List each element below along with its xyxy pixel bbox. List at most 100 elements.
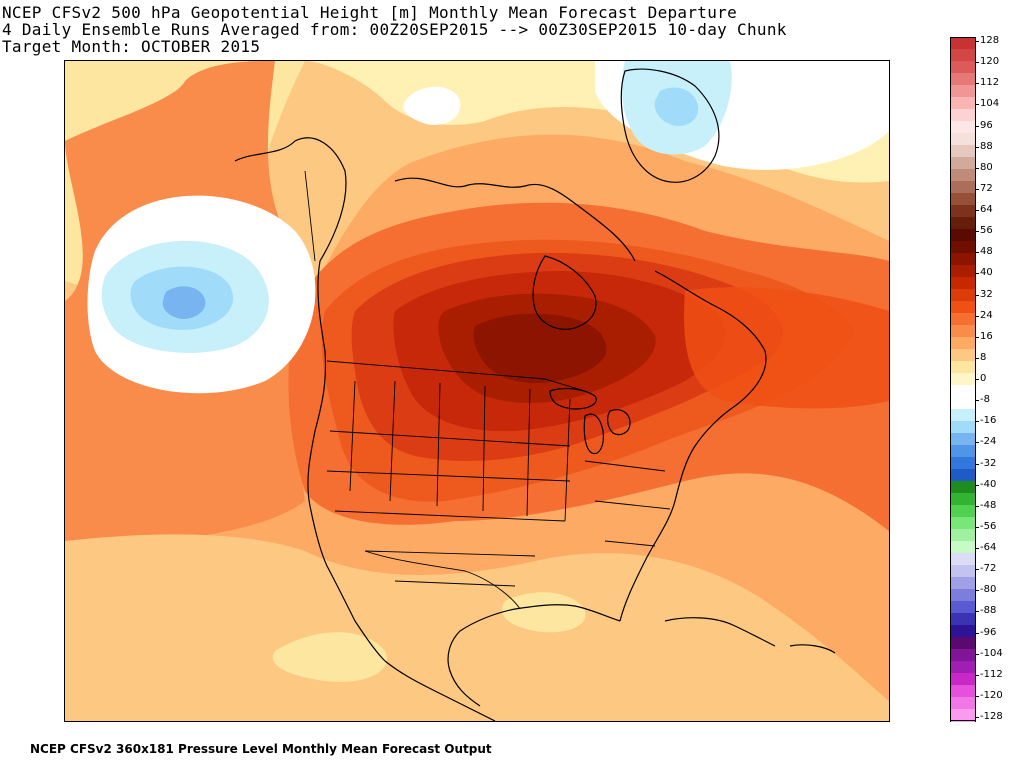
colorbar-tick [976,41,979,42]
colorbar-tick [976,62,979,64]
state-lines-ns [349,380,571,522]
colorbar-tick-label: 80 [980,161,993,173]
colorbar-tick [976,146,979,148]
colorbar-tick [976,632,979,634]
colorbar-tick [976,484,979,486]
colorbar-tick-label: -56 [980,520,997,532]
colorbar-tick-label: -80 [980,584,997,596]
colorbar-tick [976,717,979,718]
colorbar-tick [976,548,979,549]
colorbar-tick [976,104,979,106]
colorbar-tick-label: -72 [980,563,997,575]
colorbar-tick-label: 40 [980,267,993,279]
colorbar-tick [976,252,979,254]
colorbar-tick-label: 64 [980,204,993,215]
colorbar-tick-label: 8 [980,351,987,363]
anomaly-contour-map [65,61,889,721]
colorbar-tick [976,167,979,169]
colorbar-tick [976,357,979,359]
colorbar-tick-label: 104 [980,98,1000,110]
lake-huron-outline [607,409,631,436]
alaska-canada-border [304,170,316,262]
coastline-west [234,137,386,662]
anomaly-fill-neg16-greenland [654,87,699,127]
colorbar-tick-label: 96 [980,119,993,131]
colorbar-tick-label: -88 [980,605,997,617]
colorbar-tick [976,400,979,402]
colorbar-tick-label: -96 [980,626,997,638]
colorbar-tick [976,315,979,317]
colorbar-tick [976,231,979,233]
anomaly-fill-8-gulf [501,592,586,633]
map-title-line-1: NCEP CFSv2 500 hPa Geopotential Height [… [2,3,738,22]
colorbar-tick-label: 72 [980,182,993,194]
colorbar-tick [976,674,979,676]
colorbar-tick-label: -16 [980,415,997,427]
colorbar-legend: 128 120 112 104 96 88 80 72 64 56 48 40 32 24 16 8 0 -8 -1… [950,35,1024,722]
colorbar-tick-label: 48 [980,246,993,258]
footer-caption: NCEP CFSv2 360x181 Pressure Level Monthl… [30,742,492,756]
colorbar-tick [976,611,979,613]
colorbar-tick-label: -128 [980,711,1003,722]
colorbar-tick-label: 24 [980,309,993,321]
anomaly-fill-16-south [65,534,889,721]
us-canada-border [326,360,586,392]
colorbar-tick-label: 120 [980,56,1000,68]
colorbar-tick [976,83,979,85]
map-title-line-2: 4 Daily Ensemble Runs Averaged from: 00Z… [2,20,787,39]
anomaly-fill-72 [473,313,607,384]
lake-superior-outline [549,387,597,410]
lake-michigan-outline [583,413,604,455]
colorbar-tick-label: -24 [980,436,997,448]
colorbar-tick [976,505,979,507]
colorbar-tick-label: 128 [980,35,1000,46]
cuba-outline [664,617,776,647]
colorbar-tick [976,463,979,465]
colorbar-tick-label: 56 [980,225,993,237]
state-lines-east [584,460,671,547]
coastline-arctic [394,177,636,262]
forecast-anomaly-map [64,60,890,722]
colorbar-tick [976,569,979,571]
colorbar-tick [976,526,979,528]
colorbar-tick-label: -64 [980,542,997,553]
colorbar-tick [976,442,979,444]
map-title-line-3: Target Month: OCTOBER 2015 [2,37,261,56]
colorbar-tick-label: 88 [980,140,993,152]
colorbar-tick [976,421,979,423]
anomaly-fill-0-arctic [403,86,461,125]
colorbar-tick-label: -40 [980,478,997,490]
greenland-outline [620,68,720,183]
colorbar-tick [976,379,979,380]
colorbar-tick-label: -120 [980,689,1003,701]
colorbar-tick [976,590,979,592]
colorbar-tick-label: -32 [980,457,997,469]
colorbar-tick [976,653,979,655]
anomaly-fill-8-pacific [272,632,387,682]
colorbar-tick-label: -8 [980,394,990,406]
colorbar-tick-label: 0 [980,373,987,384]
coastline-east [619,270,767,622]
colorbar-tick [976,210,979,211]
boundary-layer [304,170,671,610]
colorbar-tick-label: 32 [980,288,993,300]
colorbar-tick [976,273,979,275]
hudson-bay-outline [532,255,597,330]
colorbar-tick-label: -48 [980,499,997,511]
coastline-mexico [384,660,496,721]
colorbar-tick [976,695,979,697]
us-mexico-border [364,550,521,610]
colorbar-tick-label: 16 [980,330,993,342]
colorbar-frame [950,37,976,721]
state-lines-ew [326,430,571,587]
colorbar-tick-label: -104 [980,647,1003,659]
coastline-gulf [447,604,621,707]
coastline-layer [234,68,836,721]
colorbar-tick [976,125,979,127]
colorbar-tick-label: 112 [980,77,1000,89]
colorbar-tick-label: -112 [980,668,1003,680]
anomaly-fill-neg24-pacific [162,286,206,319]
colorbar-tick [976,294,979,296]
hispaniola-outline [789,644,836,654]
colorbar-tick [976,188,979,190]
